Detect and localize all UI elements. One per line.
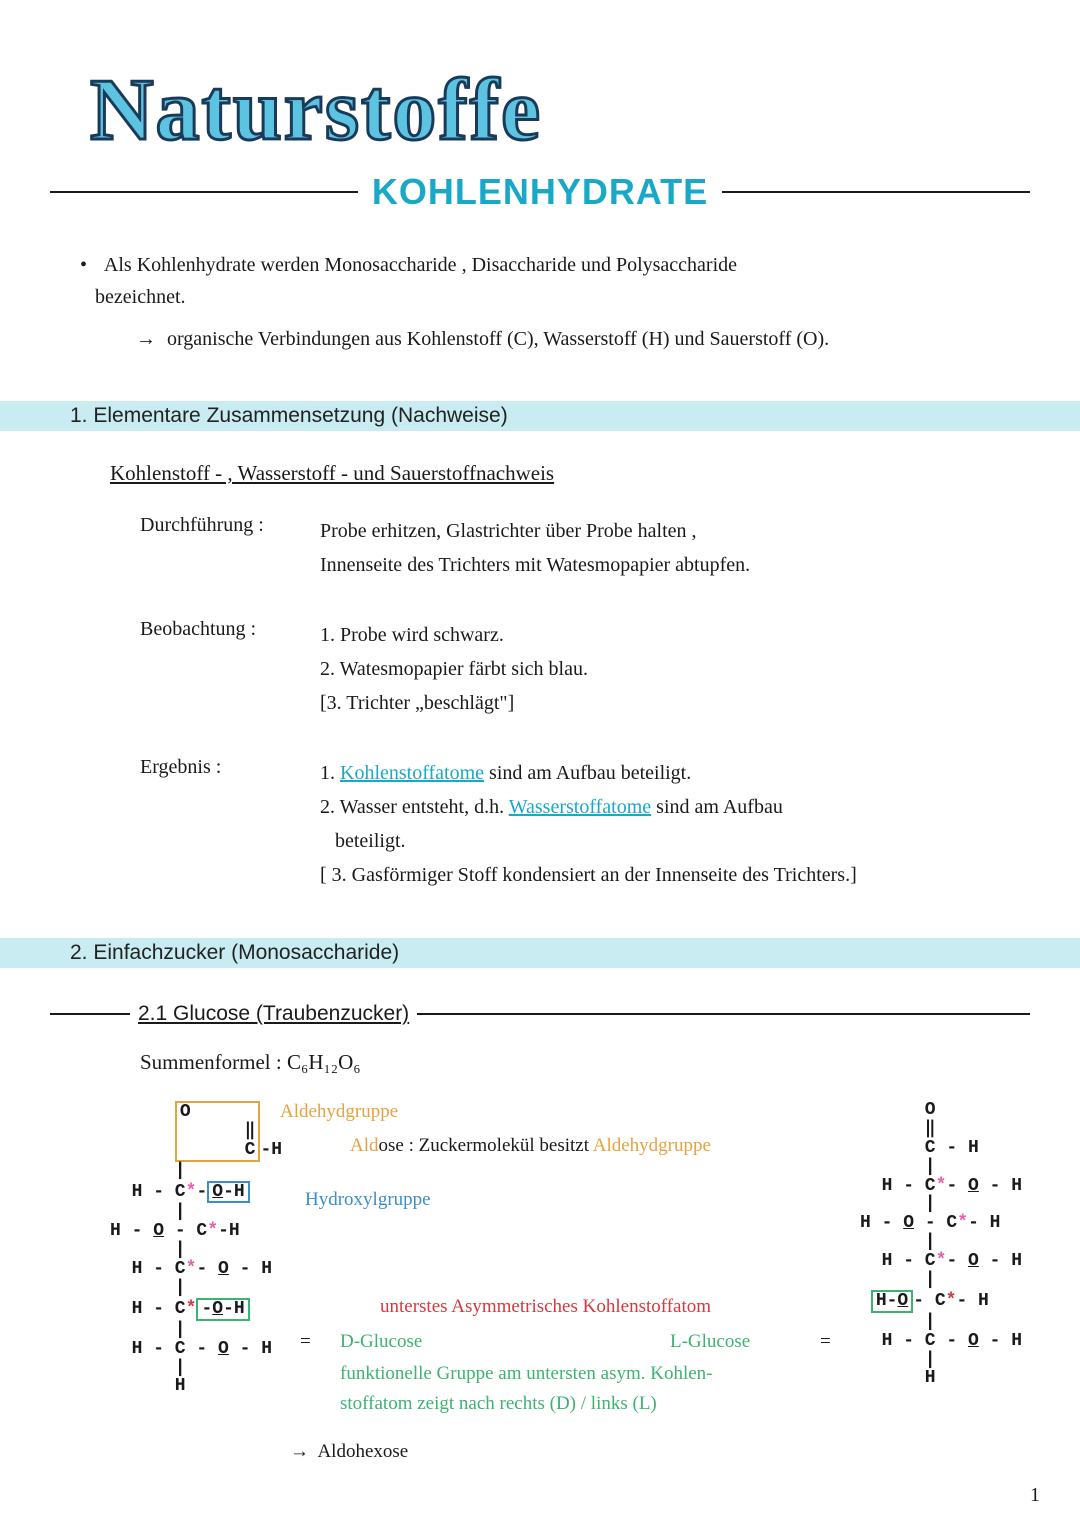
arrow-icon: → xyxy=(136,323,162,355)
section-1-bar: 1. Elementare Zusammensetzung (Nachweise… xyxy=(0,401,1080,431)
durch-text-2: Innenseite des Trichters mit Watesmopapi… xyxy=(320,554,750,576)
erg-2a: 2. Wasser entsteht, d.h. xyxy=(320,796,509,818)
sub-2-1-row: 2.1 Glucose (Traubenzucker) xyxy=(50,1002,1030,1026)
ann-aldose-a: Ald xyxy=(350,1135,379,1156)
page-number: 1 xyxy=(1030,1484,1040,1507)
bullet-dot: • xyxy=(80,249,100,281)
section-1-title: 1. Elementare Zusammensetzung (Nachweise… xyxy=(70,404,508,428)
ann-dglucose: D-Glucose xyxy=(340,1331,422,1353)
ann-aldose-c: Aldehydgruppe xyxy=(593,1135,711,1156)
rule-right xyxy=(722,191,1030,193)
sub-heading-1: Kohlenstoff - , Wasserstoff - und Sauers… xyxy=(110,461,1030,486)
sub21-line-right xyxy=(417,1013,1030,1015)
durch-text: Probe erhitzen, Glastrichter über Probe … xyxy=(320,514,750,582)
erg-1b: sind am Aufbau beteiligt. xyxy=(484,762,691,784)
erg-3: [ 3. Gasförmiger Stoff kondensiert an de… xyxy=(320,864,857,886)
procedure-block: Durchführung : Probe erhitzen, Glastrich… xyxy=(140,514,1030,892)
intro-line1: Als Kohlenhydrate werden Monosaccharide … xyxy=(104,254,737,276)
fischer-l-glucose: O ‖ C - H | H - C*- O - H | H - O - C*- … xyxy=(860,1101,1022,1388)
arrow-icon-2: → xyxy=(290,1441,309,1462)
beob-text-3: [3. Trichter „beschlägt"] xyxy=(320,692,514,714)
ann-aldehyd: Aldehydgruppe xyxy=(280,1101,398,1123)
ann-funk1: funktionelle Gruppe am untersten asym. K… xyxy=(340,1363,713,1385)
intro-line2: bezeichnet. xyxy=(95,286,186,308)
sub21-title: 2.1 Glucose (Traubenzucker) xyxy=(130,1002,417,1026)
durch-label: Durchführung : xyxy=(140,514,320,582)
section-2-bar: 2. Einfachzucker (Monosaccharide) xyxy=(0,938,1080,968)
sub21-line-left xyxy=(50,1013,130,1015)
erg-2-hl: Wasserstoffatome xyxy=(509,796,651,818)
beob-text: 1. Probe wird schwarz. 2. Watesmopapier … xyxy=(320,618,588,720)
erg-2b: sind am Aufbau xyxy=(651,796,783,818)
intro-sub-text: organische Verbindungen aus Kohlenstoff … xyxy=(167,328,829,350)
chemistry-area: O ‖ C-H | H - C*-O-H | H - O - C*-H | H … xyxy=(50,1101,1030,1471)
ann-lglucose: L-Glucose xyxy=(670,1331,750,1353)
intro-block: • Als Kohlenhydrate werden Monosaccharid… xyxy=(80,249,1030,355)
erg-1-hl: Kohlenstoffatome xyxy=(340,762,484,784)
formula-label: Summenformel : xyxy=(140,1050,287,1074)
ann-aldose-b: ose : Zuckermolekül besitzt xyxy=(379,1135,593,1156)
erg-text: 1. Kohlenstoffatome sind am Aufbau betei… xyxy=(320,756,857,892)
section-2-title: 2. Einfachzucker (Monosaccharide) xyxy=(70,941,399,965)
erg-1a: 1. xyxy=(320,762,340,784)
beob-label: Beobachtung : xyxy=(140,618,320,720)
formula-value: C₆H₁₂O₆ xyxy=(287,1050,361,1074)
ann-eq1: = xyxy=(300,1331,311,1353)
subtitle-row: KOHLENHYDRATE xyxy=(50,171,1030,213)
erg-label: Ergebnis : xyxy=(140,756,320,892)
main-title: Naturstoffe xyxy=(90,60,1030,161)
ann-eq2: = xyxy=(820,1331,831,1353)
ann-hydroxyl: Hydroxylgruppe xyxy=(305,1189,431,1211)
subtitle: KOHLENHYDRATE xyxy=(358,171,722,213)
ann-aldohex-text: Aldohexose xyxy=(317,1441,408,1462)
ann-funk2: stoffatom zeigt nach rechts (D) / links … xyxy=(340,1393,657,1415)
ann-aldohex: → Aldohexose xyxy=(290,1441,408,1463)
erg-2c: beteiligt. xyxy=(335,830,406,852)
fischer-d-glucose: O ‖ C-H | H - C*-O-H | H - O - C*-H | H … xyxy=(110,1101,282,1396)
ann-aldose: Aldose : Zuckermolekül besitzt Aldehydgr… xyxy=(350,1135,711,1157)
beob-text-2: 2. Watesmopapier färbt sich blau. xyxy=(320,658,588,680)
rule-left xyxy=(50,191,358,193)
beob-text-1: 1. Probe wird schwarz. xyxy=(320,624,504,646)
durch-text-1: Probe erhitzen, Glastrichter über Probe … xyxy=(320,520,697,542)
formula-row: Summenformel : C₆H₁₂O₆ xyxy=(140,1050,1030,1075)
ann-asym: unterstes Asymmetrisches Kohlenstoffatom xyxy=(380,1296,711,1318)
